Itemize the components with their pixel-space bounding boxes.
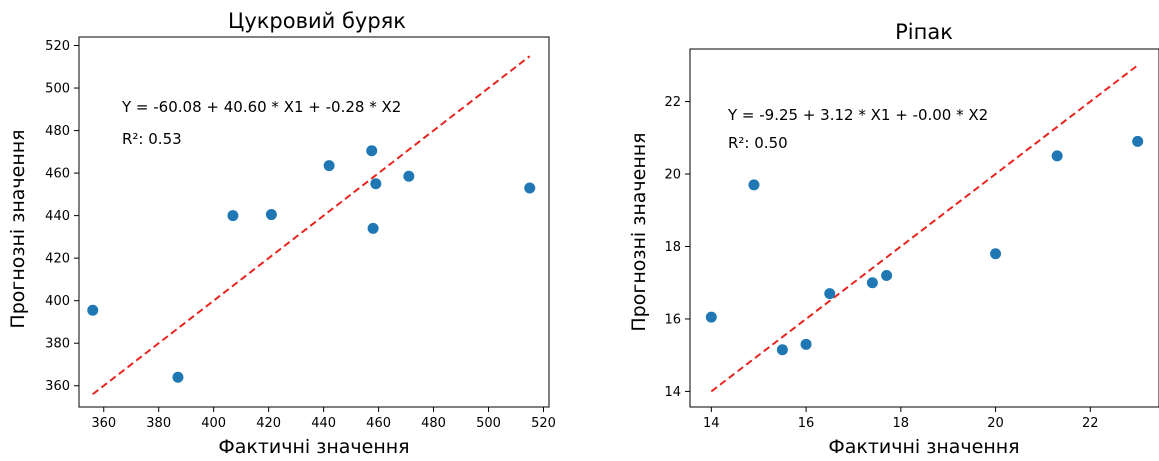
- data-point: [1132, 135, 1144, 147]
- y-tick-label: 480: [45, 124, 70, 139]
- y-tick-label: 380: [45, 337, 70, 352]
- plot-frame: [78, 36, 550, 408]
- data-point: [705, 311, 717, 323]
- x-tick-label: 14: [703, 416, 720, 431]
- reference-line: [710, 64, 1139, 393]
- data-point: [172, 371, 184, 383]
- tick-group: 14 16 18 20 22 14 16 18 20 22: [664, 95, 1098, 431]
- x-tick-label: 440: [311, 416, 336, 431]
- x-tick-label: 480: [421, 416, 446, 431]
- marks-group: [705, 64, 1144, 393]
- y-tick-label: 14: [664, 385, 681, 400]
- y-tick-label: 16: [664, 312, 681, 327]
- data-point: [824, 288, 836, 300]
- marks-group: [87, 55, 536, 396]
- data-point: [265, 209, 277, 221]
- chart-rapeseed: Ріпак Фактичні значення Прогнозні значен…: [628, 20, 1159, 458]
- data-point: [990, 248, 1002, 260]
- x-tick-label: 500: [476, 416, 501, 431]
- tick-group: 360 380 400 420 440 460 480 500 520 360 380 400 420 4…: [45, 39, 556, 431]
- regression-equation: Y = -60.08 + 40.60 * X1 + -0.28 * X2: [121, 98, 401, 116]
- y-tick-label: 520: [45, 39, 70, 54]
- y-axis-label: Прогнозні значення: [628, 132, 650, 331]
- reference-line: [92, 55, 531, 396]
- x-axis-label: Фактичні значення: [218, 436, 409, 458]
- x-tick-label: 360: [91, 416, 116, 431]
- x-tick-label: 400: [201, 416, 226, 431]
- x-tick-label: 420: [256, 416, 281, 431]
- data-point: [881, 269, 893, 281]
- data-point: [367, 222, 379, 234]
- y-axis-label: Прогнозні значення: [7, 129, 29, 328]
- data-point: [524, 182, 536, 194]
- y-tick-label: 420: [45, 252, 70, 267]
- y-tick-label: 500: [45, 82, 70, 97]
- r-squared-label: R²: 0.50: [728, 134, 788, 152]
- data-point: [866, 277, 878, 289]
- y-tick-label: 22: [664, 95, 681, 110]
- x-tick-label: 380: [146, 416, 171, 431]
- chart-title: Ріпак: [895, 20, 953, 44]
- x-tick-label: 20: [987, 416, 1004, 431]
- data-point: [370, 178, 382, 190]
- data-point: [87, 304, 99, 316]
- x-tick-label: 22: [1082, 416, 1099, 431]
- x-tick-label: 16: [798, 416, 815, 431]
- x-tick-label: 460: [366, 416, 391, 431]
- data-point: [366, 145, 378, 157]
- x-axis-label: Фактичні значення: [828, 436, 1019, 458]
- r-squared-label: R²: 0.53: [122, 130, 182, 148]
- x-tick-label: 18: [893, 416, 910, 431]
- regression-equation: Y = -9.25 + 3.12 * X1 + -0.00 * X2: [727, 106, 988, 124]
- data-point: [776, 344, 788, 356]
- y-tick-label: 20: [664, 168, 681, 183]
- data-point: [403, 170, 415, 182]
- y-tick-label: 360: [45, 379, 70, 394]
- data-point: [1051, 150, 1063, 162]
- y-tick-label: 18: [664, 240, 681, 255]
- data-point: [323, 160, 335, 172]
- plot-frame: [689, 48, 1159, 408]
- data-point: [748, 179, 760, 191]
- y-tick-label: 460: [45, 167, 70, 182]
- y-tick-label: 400: [45, 294, 70, 309]
- data-point: [227, 210, 239, 222]
- chart-sugar-beet: Цукровий буряк Фактичні значення Прогноз…: [7, 9, 556, 458]
- x-tick-label: 520: [531, 416, 556, 431]
- y-tick-label: 440: [45, 209, 70, 224]
- data-point: [800, 338, 812, 350]
- chart-title: Цукровий буряк: [228, 9, 406, 33]
